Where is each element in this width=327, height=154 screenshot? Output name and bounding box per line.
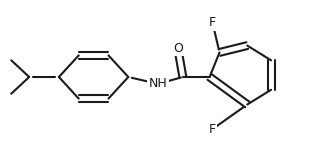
Text: F: F: [209, 123, 216, 136]
Text: NH: NH: [149, 77, 167, 90]
Text: O: O: [173, 42, 183, 55]
Text: F: F: [209, 16, 216, 30]
